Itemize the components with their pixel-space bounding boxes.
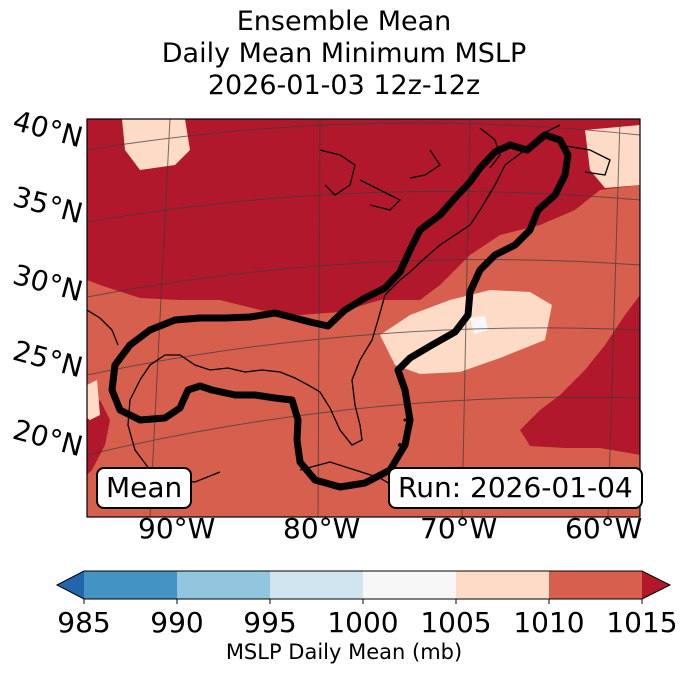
map-frame <box>86 118 641 518</box>
title-line-2: Daily Mean Minimum MSLP <box>161 38 527 69</box>
field-high-southwest <box>87 400 110 475</box>
title-line-1: Ensemble Mean <box>236 6 452 37</box>
title-line-3: 2026-01-03 12z-12z <box>207 70 481 101</box>
colorbar-bin-1005-1010 <box>456 571 549 599</box>
field-1005-1010-nw <box>122 119 190 170</box>
lon-label-70w: 70°W <box>420 512 498 545</box>
colorbar-tick-1010: 1010 <box>513 606 585 639</box>
colorbar-tick-990: 990 <box>150 606 204 639</box>
field-high-east <box>520 295 640 455</box>
mslp-field <box>87 119 640 517</box>
graticule <box>87 119 640 517</box>
colorbar-low-extend <box>57 571 84 599</box>
colorbar-bin-985-990 <box>84 571 177 599</box>
colorbar-bin-1010-1015 <box>549 571 642 599</box>
colorbar-tick-985: 985 <box>57 606 111 639</box>
colorbar-label: MSLP Daily Mean (mb) <box>225 640 463 664</box>
field-1005-1010-ne <box>585 125 640 188</box>
lon-label-60w: 60°W <box>565 512 643 545</box>
field-high-north <box>87 119 640 315</box>
run-date-box: Run: 2026-01-04 <box>388 467 643 509</box>
colorbar-bin-1000-1005 <box>363 571 456 599</box>
colorbar-tick-1000: 1000 <box>327 606 399 639</box>
lon-label-90w: 90°W <box>138 512 216 545</box>
field-1005-1010-gulf <box>87 380 100 420</box>
lon-label-80w: 80°W <box>283 512 361 545</box>
colorbar <box>55 570 672 604</box>
colorbar-high-extend <box>642 571 670 599</box>
coastlines <box>87 124 611 491</box>
field-1000-1005 <box>470 316 488 334</box>
contour-1015 <box>108 131 572 491</box>
colorbar-tick-1005: 1005 <box>420 606 492 639</box>
colorbar-bin-995-1000 <box>270 571 363 599</box>
colorbar-tick-1015: 1015 <box>606 606 678 639</box>
colorbar-bin-990-995 <box>177 571 270 599</box>
colorbar-ticks <box>83 599 643 604</box>
mean-box: Mean <box>96 467 193 509</box>
colorbar-tick-995: 995 <box>243 606 297 639</box>
